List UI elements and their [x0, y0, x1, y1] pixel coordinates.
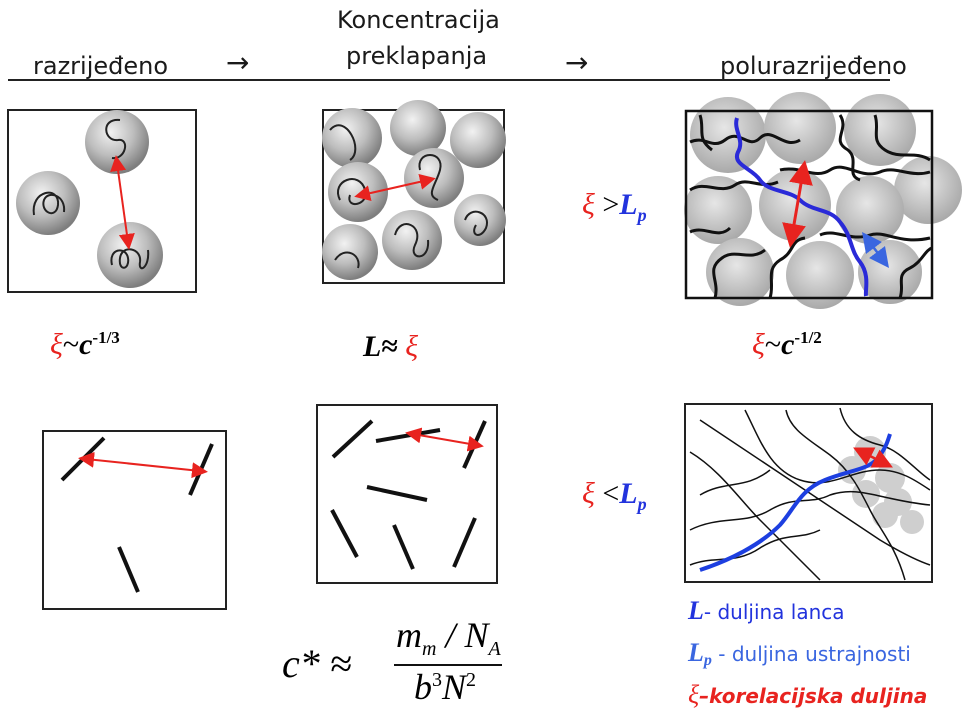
legend-xi: ξ–korelacijska duljina [688, 680, 927, 714]
coil-sphere [382, 210, 442, 270]
header-underline [8, 79, 890, 81]
exponent: -1/2 [794, 328, 822, 347]
blob-sphere [852, 480, 880, 508]
label-overlap-line1: Koncentracija [337, 6, 500, 34]
legend-L: L- duljina lanca [688, 596, 927, 630]
Lp-symbol: L [619, 188, 638, 221]
label-overlap-line2: preklapanja [346, 42, 488, 70]
xi-symbol: ξ [582, 188, 595, 221]
coil-sphere [390, 100, 446, 156]
fraction-bar [394, 664, 502, 666]
legend-Lp: Lp - duljina ustrajnosti [688, 638, 927, 674]
coil-sphere [97, 222, 163, 288]
N-symbol: N [464, 615, 489, 655]
rod [392, 524, 415, 570]
correlation-arrow [782, 160, 813, 248]
cstar-left: c* ≈ [282, 641, 352, 686]
blob-sphere [759, 169, 831, 241]
Lp-symbol: L [619, 477, 638, 510]
Lp-subscript: p [637, 494, 647, 514]
blob-sphere [872, 502, 898, 528]
legend-L-symbol: L [688, 596, 704, 625]
xi-symbol: ξ [50, 328, 63, 361]
distance-arrow [405, 427, 484, 452]
blob-sphere [764, 92, 836, 164]
m-subscript: m [422, 638, 437, 661]
m-symbol: m [396, 615, 422, 655]
overlap-rods-box [316, 404, 498, 584]
c-symbol: c [79, 328, 93, 361]
distance-arrow [78, 451, 208, 479]
legend-xi-symbol: ξ [688, 680, 700, 709]
Lp-subscript: p [637, 205, 647, 225]
xi-less-lp: ξ <Lp [582, 477, 647, 515]
legend: L- duljina lanca Lp - duljina ustrajnost… [688, 596, 927, 714]
blob-sphere [900, 510, 924, 534]
persistence-arrow [862, 232, 889, 268]
xi-symbol: ξ [582, 477, 595, 510]
coil-sphere [450, 112, 506, 168]
overlap-concentration-formula: c* ≈ mm / NA b3N2 [282, 612, 512, 712]
lt-symbol: < [602, 477, 620, 510]
formula-semidilute: ξ~c-1/2 [752, 328, 822, 362]
rod [331, 419, 374, 459]
xi-greater-lp: ξ >Lp [582, 188, 647, 226]
semidilute-coils-box [684, 92, 962, 309]
gt-symbol: > [602, 188, 620, 221]
arrow-1: → [226, 46, 250, 79]
xi-symbol: ξ [405, 330, 419, 363]
blob-sphere [684, 176, 752, 244]
blob-sphere [690, 97, 766, 173]
legend-L-text: - duljina lanca [703, 600, 845, 624]
label-dilute: razrijeđeno [33, 52, 169, 80]
dilute-rods-box [42, 430, 227, 610]
legend-Lp-symbol: L [688, 638, 704, 667]
approx-symbol: ~ [764, 328, 782, 361]
label-semidilute: polurazrijeđeno [720, 52, 907, 80]
xi-symbol: ξ [752, 328, 765, 361]
blob-sphere [786, 241, 854, 309]
coil-sphere [454, 194, 506, 246]
N-exponent: 2 [466, 669, 477, 691]
blob-sphere [894, 156, 962, 224]
legend-xi-text: –korelacijska duljina [699, 684, 928, 708]
approx-symbol: ~ [62, 328, 80, 361]
exponent: -1/3 [92, 328, 120, 347]
fraction-numerator: mm / NA [396, 614, 501, 661]
N-subscript: A [488, 638, 501, 661]
formula-overlap: L≈ ξ [363, 330, 418, 364]
coil-sphere [16, 171, 80, 235]
rod [452, 517, 477, 568]
coil-sphere [404, 148, 464, 208]
dilute-coils-box [7, 109, 197, 293]
fraction-denominator: b3N2 [414, 666, 476, 708]
semidilute-rods-box [684, 403, 933, 583]
rod [330, 509, 359, 558]
slash: / [436, 615, 465, 655]
L-symbol: L [363, 330, 382, 363]
correlation-arrow [853, 447, 893, 468]
rod [117, 546, 140, 593]
rod [366, 485, 428, 502]
distance-arrow [110, 155, 135, 250]
legend-Lp-text: - duljina ustrajnosti [711, 642, 911, 666]
formula-dilute: ξ~c-1/3 [50, 328, 120, 362]
b-exponent: 3 [432, 669, 442, 691]
N-symbol: N [442, 667, 467, 707]
approx-eq-symbol: ≈ [381, 330, 398, 363]
legend-Lp-subscript: p [703, 652, 712, 670]
arrow-2: → [565, 46, 589, 79]
c-symbol: c [781, 328, 795, 361]
distance-arrow [354, 173, 436, 202]
b-symbol: b [414, 667, 432, 707]
overlap-coils-box [322, 100, 506, 284]
blob-sphere [836, 176, 904, 244]
